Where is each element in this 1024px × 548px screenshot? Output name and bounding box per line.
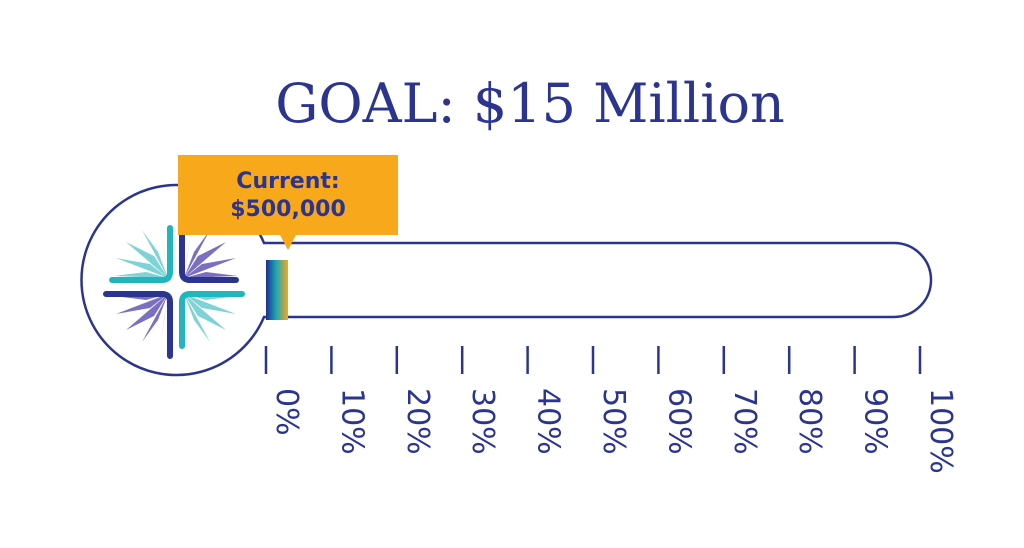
logo-leaf (116, 258, 168, 278)
logo-bar (103, 291, 173, 359)
logo-leaf (114, 272, 168, 278)
logo-bar (179, 219, 239, 283)
logo-leaf (184, 242, 226, 278)
axis-tick-label: 30% (465, 388, 500, 455)
logo-leaf (184, 294, 226, 330)
current-callout: Current: $500,000 (178, 155, 398, 250)
callout-label: Current: (236, 169, 339, 194)
logo-leaf (184, 258, 236, 278)
axis-tick-label: 40% (531, 388, 566, 455)
axis-tick-label: 80% (792, 388, 827, 455)
axis-ticks: 0% 10% 20% 30% 40% 50% 60% 70% 80% 90% 100% (264, 346, 958, 474)
logo-leaf (126, 242, 168, 278)
axis-tick-label: 90% (858, 388, 893, 455)
axis-tick-label: 20% (400, 388, 435, 455)
callout-value: $500,000 (230, 197, 346, 222)
axis-tick-label: 60% (661, 388, 696, 455)
logo-leaf (116, 294, 168, 314)
logo-leaf (160, 294, 168, 348)
logo-leaf (126, 294, 168, 330)
logo-bar (109, 225, 173, 283)
logo-leaf (184, 230, 210, 278)
logo-leaf (184, 272, 238, 278)
compass-star-logo (103, 219, 245, 359)
thermometer-outline (80, 183, 933, 377)
axis-tick-label: 10% (334, 388, 369, 455)
logo-leaf (184, 224, 192, 278)
logo-leaf (160, 224, 168, 278)
logo-leaf (142, 230, 168, 278)
axis-tick-label: 70% (727, 388, 762, 455)
logo-bar (179, 291, 245, 349)
axis-tick-label: 100% (923, 388, 958, 474)
logo-leaf (184, 294, 210, 342)
logo-leaf (184, 294, 236, 314)
axis-tick-label: 50% (596, 388, 631, 455)
chart-title: GOAL: $15 Million (275, 72, 785, 135)
axis-tick-label: 0% (269, 388, 304, 436)
callout-box (178, 155, 398, 250)
logo-leaf (142, 294, 168, 342)
logo-leaf (184, 294, 192, 348)
progress-fill (266, 260, 288, 320)
